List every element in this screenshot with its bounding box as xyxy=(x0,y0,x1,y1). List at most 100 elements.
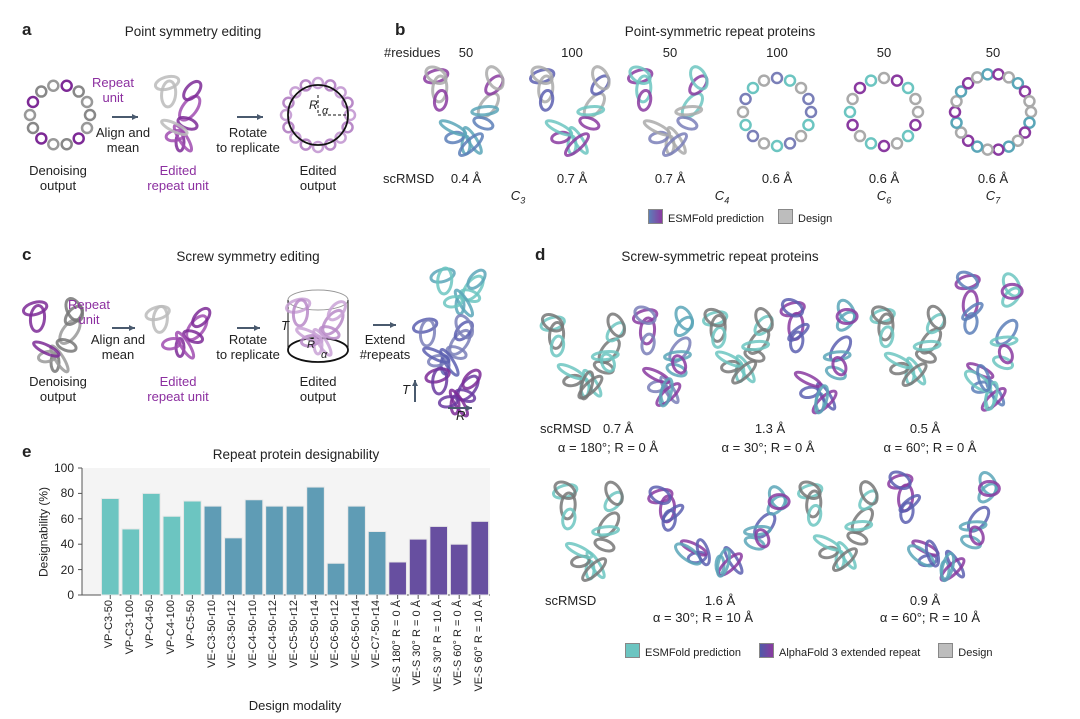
panel-c-title: Screw symmetry editing xyxy=(176,249,320,264)
x-tick-label: VE-C6-50-r12 xyxy=(329,600,342,668)
x-tick-label: VP-C4-50 xyxy=(144,600,157,649)
denoising-output-label-c: Denoising output xyxy=(29,374,87,404)
bar xyxy=(367,531,387,596)
scrmsd-label: scRMSD xyxy=(383,171,435,186)
bar xyxy=(224,537,243,596)
translation-symbol: T xyxy=(281,318,289,333)
bar xyxy=(265,505,284,596)
extend-label: Extend #repeats xyxy=(359,332,411,362)
point-symmetric-protein xyxy=(529,65,611,157)
design-structure xyxy=(797,480,879,572)
arrowhead-icon xyxy=(254,325,260,331)
scrmsd-value: 0.7 Å xyxy=(556,171,588,186)
x-axis-label: Design modality xyxy=(248,698,342,713)
rotate-label: Rotate to replicate xyxy=(216,125,280,155)
extended-repeat-structure xyxy=(429,266,487,318)
arrowhead-icon xyxy=(466,405,472,411)
bar xyxy=(244,499,264,596)
x-tick-label: VE-C4-50-r12 xyxy=(267,600,280,668)
rmsd-value: 0.9 Å xyxy=(909,593,941,608)
bar xyxy=(183,500,202,596)
panel-b-title: Point-symmetric repeat proteins xyxy=(624,24,816,39)
scrmsd-value: 0.6 Å xyxy=(761,171,793,186)
arrowhead-icon xyxy=(132,114,138,120)
legend-d: ESMFold prediction AlphaFold 3 extended r… xyxy=(625,643,993,661)
design-structure xyxy=(539,312,627,401)
edited-repeat-unit-label-c: Edited repeat unit xyxy=(147,374,209,404)
denoising-output-label: Denoising output xyxy=(29,163,87,193)
bar xyxy=(141,492,161,596)
extended-prediction xyxy=(647,485,791,578)
point-symmetric-protein xyxy=(736,71,818,153)
alpha-symbol-c: α xyxy=(321,349,328,361)
x-tick-label: VE-S 30° R = 10 Å xyxy=(431,600,444,692)
x-tick-label: VE-S 60° R = 10 Å xyxy=(472,600,485,692)
chart-title: Repeat protein designability xyxy=(212,447,380,462)
bar xyxy=(347,505,366,596)
y-tick-label: 20 xyxy=(60,562,74,577)
symmetry-label: C6 xyxy=(876,188,892,206)
scrmsd-value: 0.6 Å xyxy=(977,171,1009,186)
bar xyxy=(203,505,223,596)
rotate-label-c: Rotate to replicate xyxy=(216,332,280,362)
arrowhead-icon xyxy=(390,322,396,328)
denoising-output-structure xyxy=(23,79,97,151)
residue-count: 50 xyxy=(876,45,892,60)
symmetry-label: C7 xyxy=(985,188,1001,206)
bar xyxy=(100,497,120,596)
bar xyxy=(388,561,407,596)
residue-count: 50 xyxy=(662,45,678,60)
repeat-unit-label-c: Repeat unit xyxy=(68,297,110,327)
arrowhead-icon xyxy=(129,325,135,331)
axis-R-label: R xyxy=(456,408,466,423)
y-axis-label: Designability (%) xyxy=(36,486,51,578)
design-structure xyxy=(702,307,774,385)
bar xyxy=(449,543,469,596)
extended-prediction xyxy=(631,305,695,408)
point-symmetric-protein xyxy=(843,71,925,153)
bar xyxy=(326,562,346,596)
scrmsd-label-d1: scRMSD xyxy=(540,421,592,436)
radius-symbol-c: R xyxy=(307,339,315,351)
edited-output-structure xyxy=(279,76,357,154)
point-symmetric-protein xyxy=(948,68,1038,156)
rmsd-value: 0.7 Å xyxy=(603,421,634,436)
symmetry-label: C4 xyxy=(714,188,730,206)
residue-count: 50 xyxy=(458,45,474,60)
y-tick-label: 80 xyxy=(60,486,74,501)
panel-e-label: e xyxy=(22,442,32,461)
alpha-symbol: α xyxy=(322,105,329,117)
esmfold-swatch xyxy=(648,209,663,224)
edited-repeat-unit-structure-c xyxy=(144,304,212,360)
design-structure xyxy=(869,304,947,388)
scrmsd-value: 0.7 Å xyxy=(654,171,686,186)
x-tick-label: VP-C5-50 xyxy=(185,600,198,649)
point-symmetric-protein xyxy=(423,65,505,157)
extended-prediction xyxy=(779,298,859,415)
align-mean-label: Align and mean xyxy=(95,125,151,155)
y-tick-label: 100 xyxy=(53,461,74,475)
edited-output-label: Edited output xyxy=(299,163,337,193)
bar xyxy=(470,520,490,596)
residues-label: #residues xyxy=(384,45,441,60)
design-structure xyxy=(552,480,624,582)
extended-prediction xyxy=(887,470,1001,583)
scrmsd-value: 0.6 Å xyxy=(868,171,900,186)
rmsd-value: 1.3 Å xyxy=(754,421,786,436)
x-tick-label: VE-C3-50-r10 xyxy=(205,600,218,668)
edited-repeat-unit-structure xyxy=(153,74,203,153)
y-tick-label: 40 xyxy=(60,537,74,552)
legend-b: ESMFold prediction Design xyxy=(648,209,832,227)
arrowhead-icon xyxy=(412,380,418,386)
screw-params: α = 30°; R = 0 Å xyxy=(721,440,815,455)
symmetry-label: C3 xyxy=(510,188,526,206)
screw-params: α = 60°; R = 10 Å xyxy=(879,610,981,625)
extended-repeat-structure xyxy=(411,313,475,377)
panel-c-label: c xyxy=(22,245,32,264)
bar xyxy=(162,515,182,596)
x-tick-label: VE-C4-50-r10 xyxy=(246,600,259,668)
align-mean-label-c: Align and mean xyxy=(90,332,146,362)
extended-prediction xyxy=(954,270,1024,412)
